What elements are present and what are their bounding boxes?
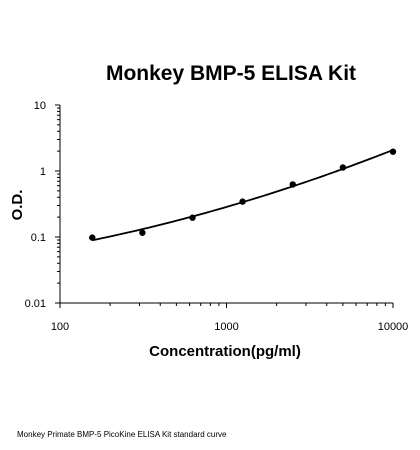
figure-caption: Monkey Primate BMP-5 PicoKine ELISA Kit … [17,430,227,439]
data-point [339,164,347,171]
data-point [289,181,296,188]
y-tick-label: 1 [40,166,46,178]
data-point [239,198,246,205]
x-tick-label: 10000 [378,321,409,333]
y-tick-label: 0.01 [25,298,46,310]
y-tick-label: 0.1 [31,232,46,244]
x-axis-label: Concentration(pg/ml) [149,343,301,360]
data-point [389,148,397,155]
axes [59,105,393,304]
data-point [189,214,196,221]
data-point [89,234,96,241]
chart-title: Monkey BMP-5 ELISA Kit [106,62,356,85]
y-tick-label: 10 [34,100,46,112]
x-tick-label: 1000 [214,321,238,333]
fit-curve [92,149,394,242]
data-point [139,229,146,236]
x-tick-label: 100 [51,321,69,333]
y-axis-label: O.D. [9,190,26,221]
data-points [89,148,397,241]
ticks: 100 1000 10000 10 1 0.1 0.01 [25,100,409,333]
